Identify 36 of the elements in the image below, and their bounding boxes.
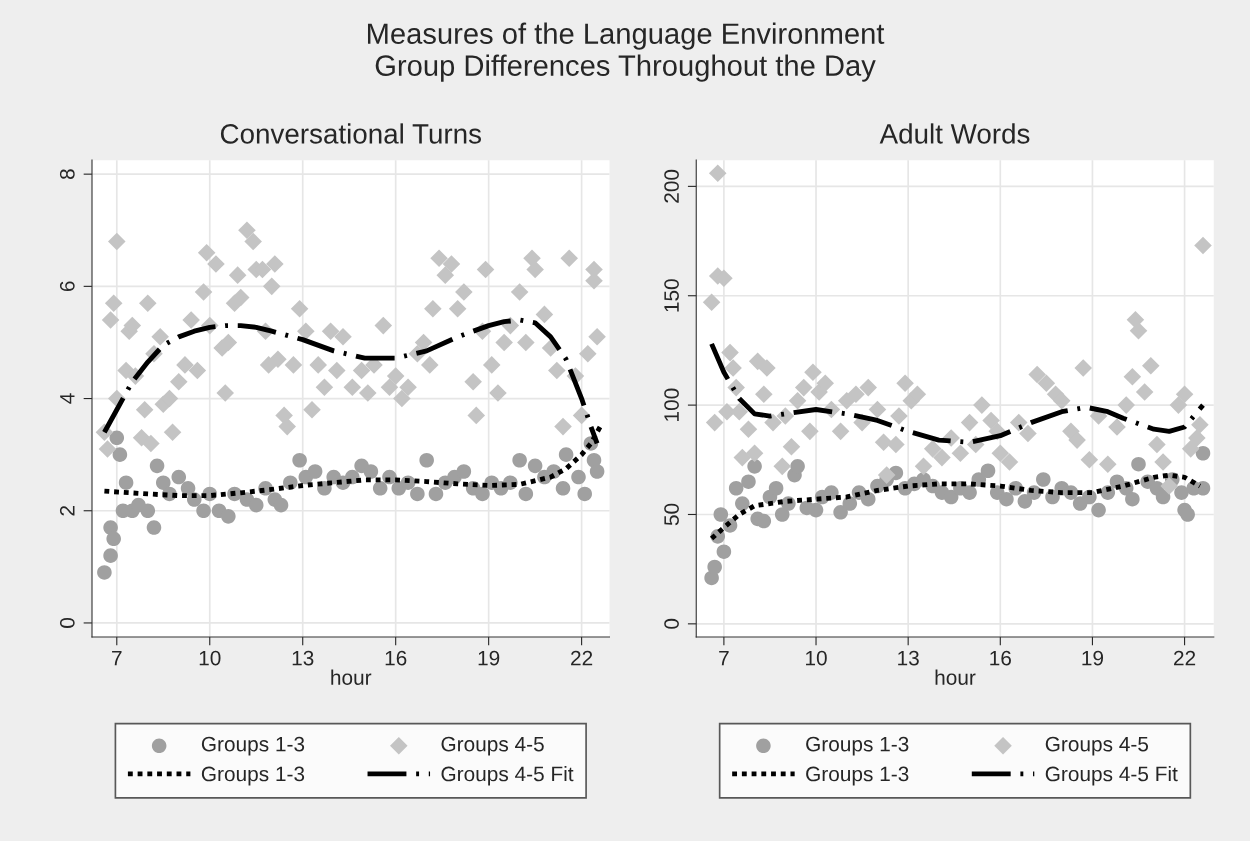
y-tick-label: 50 (664, 503, 679, 526)
legend-label: Groups 1-3 (201, 736, 305, 756)
legend-label: Groups 1-3 (806, 766, 909, 786)
y-tick-label: 100 (664, 388, 679, 421)
x-axis-title: hour (935, 669, 976, 685)
y-tick-label: 2 (59, 506, 75, 516)
x-tick-label: 19 (478, 650, 500, 666)
legend-label: Groups 1-3 (201, 766, 305, 786)
x-tick-label: 10 (806, 650, 827, 666)
legend-label: Groups 4-5 (441, 736, 544, 756)
x-tick-label: 19 (1082, 650, 1104, 666)
chart-title: Adult Words (879, 123, 1030, 144)
legend-label: Groups 1-3 (806, 736, 909, 756)
x-tick-label: 16 (385, 650, 407, 666)
text: Group Differences Throughout the Day (375, 54, 876, 82)
legend-label: Groups 4-5 (1045, 736, 1149, 756)
y-tick-label: 8 (59, 169, 75, 180)
y-tick-label: 200 (664, 169, 679, 203)
x-tick-label: 13 (292, 650, 314, 666)
x-axis-title: hour (331, 669, 372, 685)
chart-title: Conversational Turns (220, 123, 481, 144)
y-tick-label: 0 (664, 618, 679, 629)
legend-label: Groups 4-5 Fit (1045, 766, 1178, 786)
y-tick-label: 6 (59, 281, 75, 292)
x-tick-label: 7 (719, 650, 729, 666)
y-tick-label: 150 (664, 279, 679, 312)
x-tick-label: 16 (990, 650, 1011, 666)
legend-label: Groups 4-5 Fit (441, 766, 574, 786)
x-tick-label: 22 (571, 650, 593, 666)
y-tick-label: 0 (59, 617, 75, 628)
x-tick-label: 22 (1174, 650, 1196, 666)
x-tick-label: 10 (199, 650, 221, 666)
y-tick-label: 4 (60, 393, 75, 404)
text: Measures of the Language Environment (367, 22, 885, 50)
x-tick-label: 13 (898, 650, 919, 666)
x-tick-label: 7 (112, 650, 122, 666)
